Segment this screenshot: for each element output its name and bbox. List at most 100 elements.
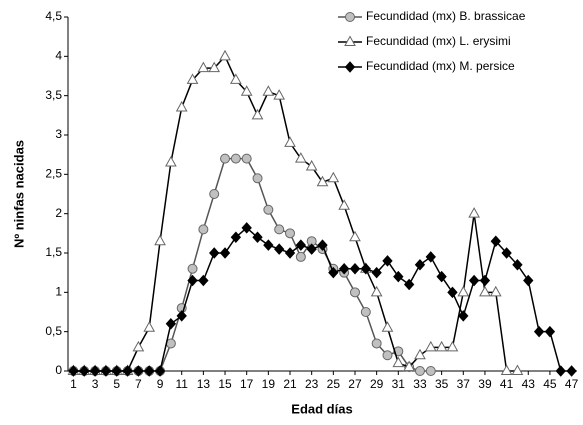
data-point: [284, 247, 296, 259]
data-point: [489, 285, 502, 297]
data-point: [165, 156, 177, 167]
x-tick-label: 35: [435, 377, 449, 391]
data-point: [262, 85, 275, 96]
x-tick-label: 1: [70, 377, 77, 391]
x-tick-label: 47: [565, 377, 579, 391]
data-point: [403, 360, 415, 372]
data-point: [425, 251, 436, 263]
data-point: [490, 235, 501, 247]
legend-marker: [344, 35, 356, 46]
data-point: [175, 100, 188, 112]
data-point: [144, 365, 155, 377]
data-point: [273, 89, 286, 100]
data-point: [295, 251, 306, 262]
data-point: [393, 270, 404, 283]
data-point: [523, 274, 534, 287]
data-point: [306, 243, 317, 255]
x-tick-label: 11: [175, 377, 188, 391]
data-point: [338, 262, 350, 275]
series-line: [73, 54, 518, 372]
legend-label: Fecundidad (mx) M. persice: [366, 59, 515, 73]
x-tick-label: 41: [500, 377, 514, 391]
x-tick-label: 39: [478, 377, 492, 391]
data-point: [370, 285, 383, 297]
x-tick-label: 13: [197, 377, 211, 391]
data-point: [122, 365, 133, 377]
data-point: [219, 49, 231, 61]
legend-label: Fecundidad (mx) L. erysimi: [366, 34, 511, 48]
data-point: [187, 274, 198, 287]
data-point: [457, 285, 470, 297]
data-point: [501, 247, 512, 259]
x-tick-label: 31: [392, 377, 406, 391]
data-point: [436, 270, 447, 283]
y-tick-label: 4,5: [45, 9, 62, 23]
data-point: [500, 364, 513, 375]
data-point: [187, 263, 198, 274]
data-point: [111, 365, 122, 377]
data-point: [425, 366, 436, 376]
data-point: [79, 365, 90, 377]
y-tick-label: 2: [55, 206, 62, 220]
y-tick-label: 1: [55, 285, 62, 299]
data-point: [209, 247, 220, 259]
data-point: [414, 366, 425, 376]
data-point: [479, 274, 491, 287]
y-tick-label: 3: [55, 127, 62, 141]
data-point: [403, 278, 415, 291]
data-point: [479, 285, 491, 297]
x-tick-label: 5: [113, 377, 120, 391]
y-tick-label: 3,5: [45, 88, 62, 102]
data-point: [371, 266, 382, 279]
data-point: [338, 199, 351, 210]
data-point: [382, 350, 393, 361]
data-point: [360, 262, 371, 275]
y-tick-label: 0,5: [45, 324, 62, 338]
data-point: [252, 173, 263, 184]
data-point: [316, 175, 329, 187]
data-point: [198, 224, 209, 235]
data-point: [544, 325, 556, 338]
data-point: [263, 239, 274, 251]
data-point: [197, 61, 210, 73]
data-point: [392, 356, 405, 368]
data-point: [241, 153, 252, 164]
data-point: [263, 204, 274, 215]
data-point: [435, 340, 448, 352]
data-point: [371, 338, 382, 349]
data-point: [305, 159, 318, 171]
data-point: [186, 73, 199, 84]
data-point: [198, 274, 209, 287]
data-point: [68, 365, 79, 377]
data-point: [349, 230, 361, 242]
x-tick-label: 37: [457, 377, 471, 391]
x-tick-label: 29: [370, 377, 384, 391]
x-tick-label: 21: [283, 377, 297, 391]
data-point: [251, 108, 264, 120]
x-tick-label: 7: [135, 377, 142, 391]
data-point: [555, 365, 566, 377]
data-point: [468, 207, 480, 218]
x-tick-label: 15: [218, 377, 232, 391]
x-tick-label: 23: [305, 377, 319, 391]
x-tick-label: 45: [543, 377, 557, 391]
data-point: [241, 222, 252, 234]
data-point: [274, 224, 285, 235]
y-tick-label: 2,5: [45, 167, 62, 181]
data-point: [219, 247, 231, 259]
x-axis-title: Edad días: [291, 401, 352, 416]
data-point: [424, 340, 437, 352]
data-point: [360, 307, 371, 317]
data-point: [284, 136, 296, 147]
legend-marker: [345, 12, 355, 22]
data-point: [230, 153, 241, 164]
data-point: [381, 321, 394, 332]
y-tick-label: 0: [55, 363, 62, 377]
data-point: [468, 274, 480, 287]
data-point: [154, 365, 166, 377]
data-point: [252, 231, 263, 244]
data-point: [458, 310, 469, 322]
data-point: [285, 228, 296, 239]
data-point: [230, 231, 242, 244]
data-point: [100, 365, 112, 377]
